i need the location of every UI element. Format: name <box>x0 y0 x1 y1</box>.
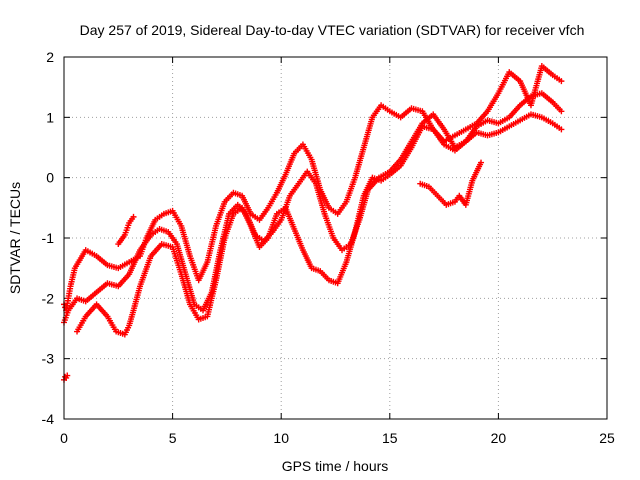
data-points <box>61 63 565 383</box>
chart-title: Day 257 of 2019, Sidereal Day-to-day VTE… <box>80 22 585 38</box>
y-tick-label: 2 <box>46 49 54 65</box>
series-track-C <box>74 111 565 338</box>
plot-frame <box>63 56 608 420</box>
x-tick-label: 10 <box>273 430 289 446</box>
y-axis-label: SDTVAR / TECUs <box>7 182 23 294</box>
y-tick-label: 1 <box>46 109 54 125</box>
data-point <box>558 126 565 133</box>
series-track-A <box>61 63 565 314</box>
y-tick-label: -3 <box>42 351 55 367</box>
data-point <box>130 213 137 220</box>
grid <box>64 57 607 419</box>
y-tick-label: 0 <box>46 170 54 186</box>
data-point <box>478 159 485 166</box>
x-tick-label: 20 <box>491 430 507 446</box>
series-short-arcs <box>115 159 485 248</box>
x-tick-label: 0 <box>60 430 68 446</box>
tick-labels: 0 5 10 15 20 25 -4 -3 -2 -1 0 1 2 <box>42 49 615 446</box>
data-point <box>64 372 71 379</box>
x-tick-label: 5 <box>169 430 177 446</box>
x-axis-label: GPS time / hours <box>282 458 389 474</box>
y-tick-label: -2 <box>42 290 55 306</box>
series-early-segment <box>61 372 71 383</box>
x-tick-label: 15 <box>382 430 398 446</box>
y-tick-label: -1 <box>42 230 55 246</box>
data-point <box>558 108 565 115</box>
y-tick-label: -4 <box>42 411 55 427</box>
data-point <box>558 78 565 85</box>
x-tick-label: 25 <box>599 430 615 446</box>
